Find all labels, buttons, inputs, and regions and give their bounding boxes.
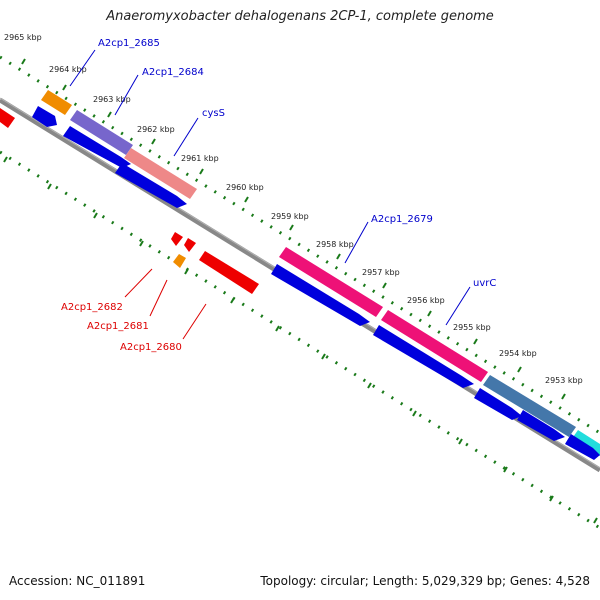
tick-mark	[561, 393, 566, 400]
tick-mark	[503, 466, 508, 473]
kbp-tick-label: 2959 kbp	[271, 212, 309, 221]
cds-arrow-forward[interactable]	[517, 410, 565, 441]
tick-mark	[473, 338, 478, 345]
feature-block-magenta[interactable]	[381, 310, 488, 382]
feature-block-salmon[interactable]	[124, 148, 197, 199]
gene-label-A2cp1-2685[interactable]: A2cp1_2685	[98, 38, 160, 49]
kbp-tick-label: 2965 kbp	[4, 33, 42, 42]
cds-arrow-forward[interactable]	[63, 126, 131, 168]
tick-mark	[336, 253, 341, 260]
cds-arrow-forward[interactable]	[32, 106, 57, 127]
gene-label-cysS[interactable]: cysS	[202, 108, 225, 119]
gene-label-A2cp1-2682[interactable]: A2cp1_2682	[61, 302, 123, 313]
inner-major-ticks	[3, 156, 598, 524]
map-title: Anaeromyxobacter dehalogenans 2CP-1, com…	[106, 9, 494, 24]
feature-block-orange[interactable]	[41, 90, 72, 115]
kbp-tick-label: 2955 kbp	[453, 323, 491, 332]
tick-mark	[21, 58, 26, 65]
tick-mark	[230, 297, 235, 304]
feature-ring	[0, 90, 600, 456]
tick-mark	[412, 410, 417, 417]
feature-block-red[interactable]	[0, 108, 15, 128]
leader-line	[69, 49, 96, 87]
cds-arrow-forward[interactable]	[115, 163, 187, 208]
gene-label-A2cp1-2680[interactable]: A2cp1_2680	[120, 342, 182, 353]
kbp-tick-label: 2963 kbp	[93, 95, 131, 104]
tick-mark	[244, 196, 249, 203]
tick-mark	[151, 138, 156, 145]
feature-block-purple[interactable]	[70, 110, 133, 155]
feature-block-magenta[interactable]	[279, 247, 383, 317]
cds-arrow-reverse[interactable]	[171, 232, 183, 246]
cds-arrow-forward[interactable]	[474, 388, 522, 420]
kbp-tick-label: 2954 kbp	[499, 349, 537, 358]
leader-line	[344, 221, 369, 264]
outer-major-ticks	[21, 58, 566, 400]
leader-line	[124, 268, 153, 298]
tick-mark	[382, 282, 387, 289]
tick-mark	[184, 268, 189, 275]
tick-mark	[289, 224, 294, 231]
tick-mark	[139, 240, 144, 247]
feature-block-orange-small[interactable]	[173, 254, 186, 268]
gene-label-uvrC[interactable]: uvrC	[473, 278, 496, 289]
tick-mark	[3, 156, 8, 163]
leader-line	[114, 74, 139, 116]
leader-line	[182, 303, 207, 340]
gene-label-leaders	[69, 49, 471, 340]
kbp-tick-label: 2961 kbp	[181, 154, 219, 163]
leader-line	[149, 279, 168, 317]
tick-mark	[427, 310, 432, 317]
inner-tick-track	[0, 150, 600, 530]
reverse-cds-track	[171, 232, 259, 294]
tick-mark	[321, 353, 326, 360]
gene-label-A2cp1-2679[interactable]: A2cp1_2679	[371, 214, 433, 225]
tick-mark	[47, 183, 52, 190]
tick-mark	[458, 438, 463, 445]
forward-cds-track	[32, 106, 600, 460]
genome-summary: Topology: circular; Length: 5,029,329 bp…	[260, 574, 590, 588]
accession-label: Accession: NC_011891	[9, 574, 146, 588]
tick-mark	[517, 366, 522, 373]
kbp-tick-label: 2964 kbp	[49, 65, 87, 74]
outer-tick-track	[0, 55, 600, 435]
cds-arrow-reverse[interactable]	[184, 238, 196, 252]
tick-mark	[62, 84, 67, 91]
gene-label-A2cp1-2681[interactable]: A2cp1_2681	[87, 321, 149, 332]
kbp-tick-label: 2957 kbp	[362, 268, 400, 277]
tick-mark	[549, 495, 554, 502]
cds-arrow-forward[interactable]	[373, 325, 474, 388]
tick-mark	[367, 382, 372, 389]
tick-mark	[199, 168, 204, 175]
tick-mark	[107, 111, 112, 118]
kbp-tick-label: 2953 kbp	[545, 376, 583, 385]
tick-mark	[93, 212, 98, 219]
leader-line	[173, 117, 199, 157]
cds-arrow-forward[interactable]	[271, 264, 370, 326]
kbp-tick-label: 2962 kbp	[137, 125, 175, 134]
tick-mark	[275, 325, 280, 332]
cds-arrow-forward[interactable]	[565, 434, 600, 460]
leader-line	[445, 286, 471, 326]
cds-arrow-reverse[interactable]	[199, 251, 259, 294]
kbp-tick-label: 2956 kbp	[407, 296, 445, 305]
tick-mark	[593, 517, 598, 524]
gene-label-A2cp1-2684[interactable]: A2cp1_2684	[142, 67, 204, 78]
feature-block-steel[interactable]	[483, 375, 576, 437]
kbp-tick-label: 2960 kbp	[226, 183, 264, 192]
kbp-tick-label: 2958 kbp	[316, 240, 354, 249]
